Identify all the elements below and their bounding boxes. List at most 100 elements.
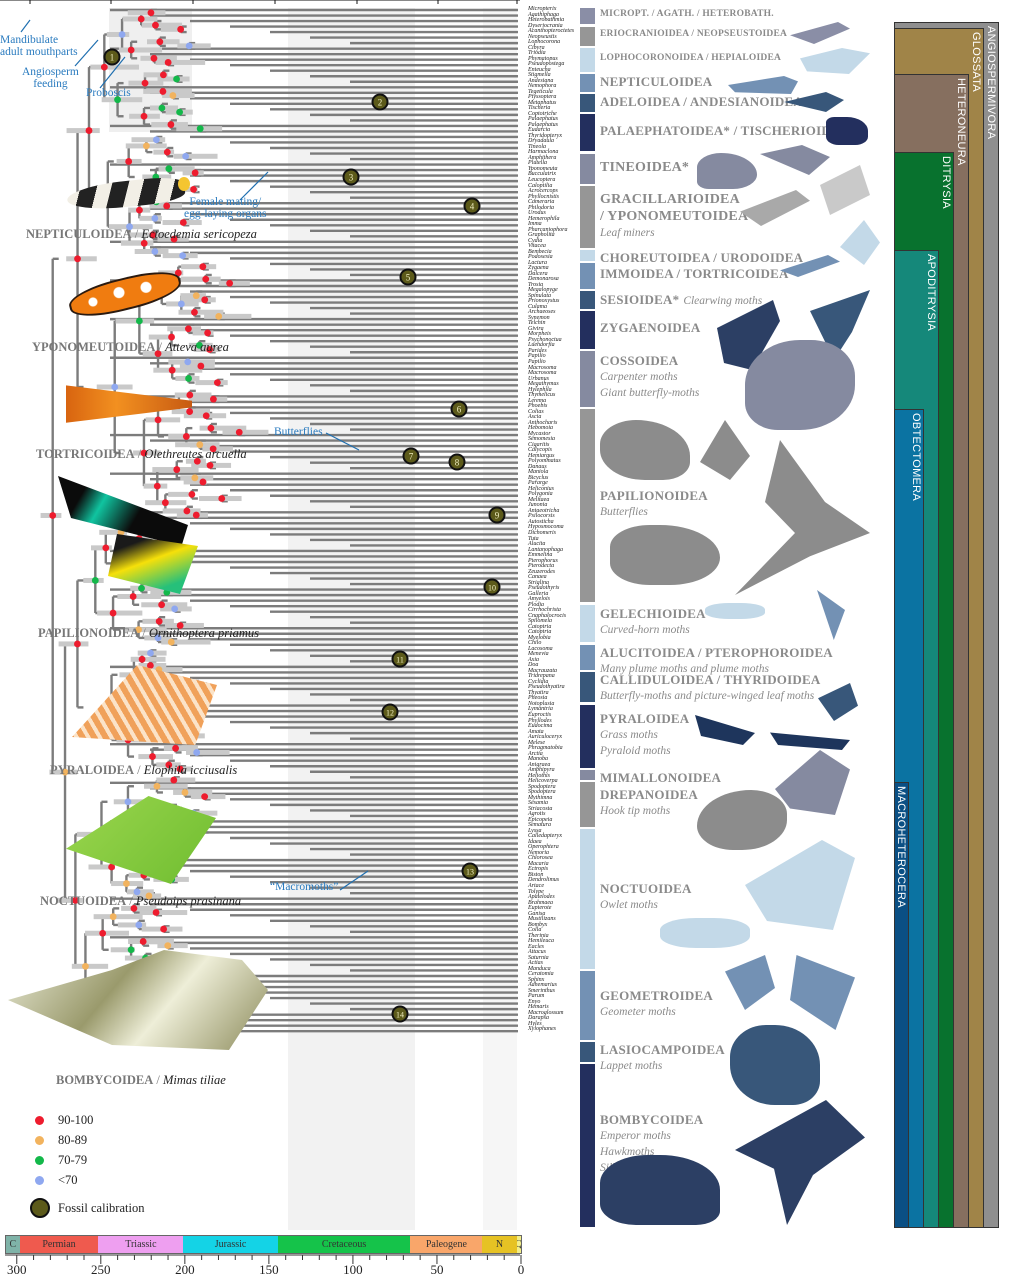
bootstrap-node (199, 263, 207, 271)
taxon-label: Vitacea (528, 243, 546, 250)
bootstrap-node (133, 888, 141, 896)
taxon-label: Heterobathmia (528, 17, 565, 24)
superfamily-name: ZYGAENOIDEA (600, 320, 701, 335)
taxon-label: Lacosoma (528, 645, 553, 652)
bootstrap-node (111, 383, 119, 391)
superfamily-name: ALUCITOIDEA / PTEROPHOROIDEA (600, 645, 833, 660)
superfamily-bar (580, 605, 595, 642)
superfamily-name: IMMOIDEA / TORTRICOIDEA (600, 266, 789, 281)
taxon-label: Mycastor (528, 430, 551, 437)
taxon-label: Macrosoma (528, 370, 557, 377)
taxon-label: Dendrolimus (528, 877, 560, 884)
taxon-label: Pharcaniophora (528, 226, 568, 233)
superfamily-bar (580, 263, 595, 289)
superfamily-name: SESIOIDEA* (600, 292, 680, 307)
caption-species: Olethreutes arcuella (144, 447, 247, 461)
bootstrap-node (177, 25, 185, 33)
taxon-label: Galleria (528, 590, 549, 597)
superfamily-label: PALAEPHATOIDEA* / TISCHERIOIDEA (600, 123, 849, 139)
axis-tick-label: 200 (175, 1262, 195, 1277)
clade-label: DITRYSIA (940, 156, 952, 209)
bootstrap-node (109, 609, 117, 617)
fossil-calibration-number: 8 (455, 458, 460, 468)
bootstrap-node (191, 474, 199, 482)
superfamily-bar (580, 770, 595, 780)
superfamily-bar (580, 351, 595, 407)
superfamily-name: DREPANOIDEA (600, 786, 699, 802)
moth-silhouette-icon (775, 750, 850, 815)
taxon-label: Papilio (528, 353, 546, 360)
legend-label: 80-89 (58, 1132, 88, 1147)
fossil-calibration-icon (463, 197, 481, 215)
taxon-label: Melese (528, 739, 545, 746)
photo-nepticuloidea (62, 174, 192, 214)
bootstrap-node (74, 255, 81, 263)
taxon-label: Palaephatus (528, 121, 558, 128)
superfamily-bar (580, 27, 595, 46)
taxon-label: Ptyssoptera (528, 94, 557, 101)
taxon-label: Bucculatrix (528, 171, 556, 178)
superfamily-label: ALUCITOIDEA / PTEROPHOROIDEA Many plume m… (600, 645, 833, 677)
dot-icon (35, 1135, 44, 1145)
bootstrap-node (82, 962, 89, 970)
taxon-label: Auriculoceryx (528, 734, 562, 741)
bootstrap-node (102, 544, 110, 552)
superfamily-bar (580, 186, 595, 248)
fossil-calibration-icon (402, 447, 420, 465)
taxon-label: Colias (528, 408, 544, 415)
period-q: Q (516, 1236, 521, 1253)
taxon-label: Doa (528, 662, 539, 669)
taxon-label: Apatelodes (528, 894, 555, 901)
taxon-label: Amphithera (528, 154, 557, 161)
bootstrap-node (191, 308, 198, 316)
bootstrap-node (130, 904, 138, 912)
bootstrap-node (167, 638, 175, 646)
bootstrap-node (172, 744, 179, 752)
bootstrap-node (170, 776, 178, 784)
taxon-label: Brahmaea (528, 899, 553, 906)
superfamily-common-name: Butterfly-moths and picture-winged leaf … (600, 690, 815, 702)
taxon-label: Acrocercops (528, 188, 558, 195)
fossil-calibration-number: 4 (470, 202, 475, 212)
superfamily-label: GELECHIOIDEA Curved-horn moths (600, 606, 706, 638)
taxon-label: Helicoverpa (528, 778, 558, 785)
bootstrap-node (127, 46, 135, 54)
taxon-label: Thymelicus (528, 392, 556, 399)
fossil-calibration-icon (461, 862, 479, 880)
bootstrap-node (204, 329, 212, 337)
bootstrap-node (155, 617, 163, 625)
bootstrap-node (201, 793, 209, 800)
period-cretaceous: Cretaceous (277, 1236, 411, 1253)
taxon-label: Tineola (528, 143, 547, 150)
taxon-label: Idaea (528, 838, 542, 845)
bootstrap-node (109, 913, 117, 921)
bootstrap-node (125, 158, 133, 165)
superfamily-bar (580, 1064, 595, 1227)
bootstrap-node (74, 640, 81, 648)
bootstrap-node (202, 275, 210, 283)
bootstrap-node (235, 428, 243, 436)
moth-silhouette-icon (790, 22, 850, 44)
taxon-label: Euproctis (528, 712, 552, 718)
fossil-calibration-icon (488, 506, 506, 524)
caption-tortricoidea: TORTRICOIDEA / Olethreutes arcuella (36, 447, 247, 461)
bootstrap-node (168, 366, 176, 374)
taxon-label: Chlorosea (528, 855, 553, 862)
superfamily-name: COSSOIDEA (600, 353, 679, 368)
bootstrap-node (191, 169, 199, 177)
legend-item: 90-100 (30, 1110, 144, 1130)
caption-group: NOCTUOIDEA (40, 894, 127, 908)
bootstrap-node (108, 863, 115, 871)
superfamily-label: CHOREUTOIDEA / URODOIDEA (600, 250, 803, 266)
superfamily-bar (580, 409, 595, 602)
taxon-label: Notoplusia (528, 700, 555, 707)
fossil-calibration-icon (30, 1198, 50, 1218)
superfamily-bar (580, 48, 595, 72)
bootstrap-node (184, 325, 192, 333)
fossil-calibration-number: 14 (396, 1011, 404, 1020)
bootstrap-node (183, 507, 191, 515)
taxon-label: Cibyra (528, 44, 545, 51)
annotation-text: “Macromoths” (270, 881, 339, 893)
taxon-label: Cyclidia (528, 678, 549, 685)
